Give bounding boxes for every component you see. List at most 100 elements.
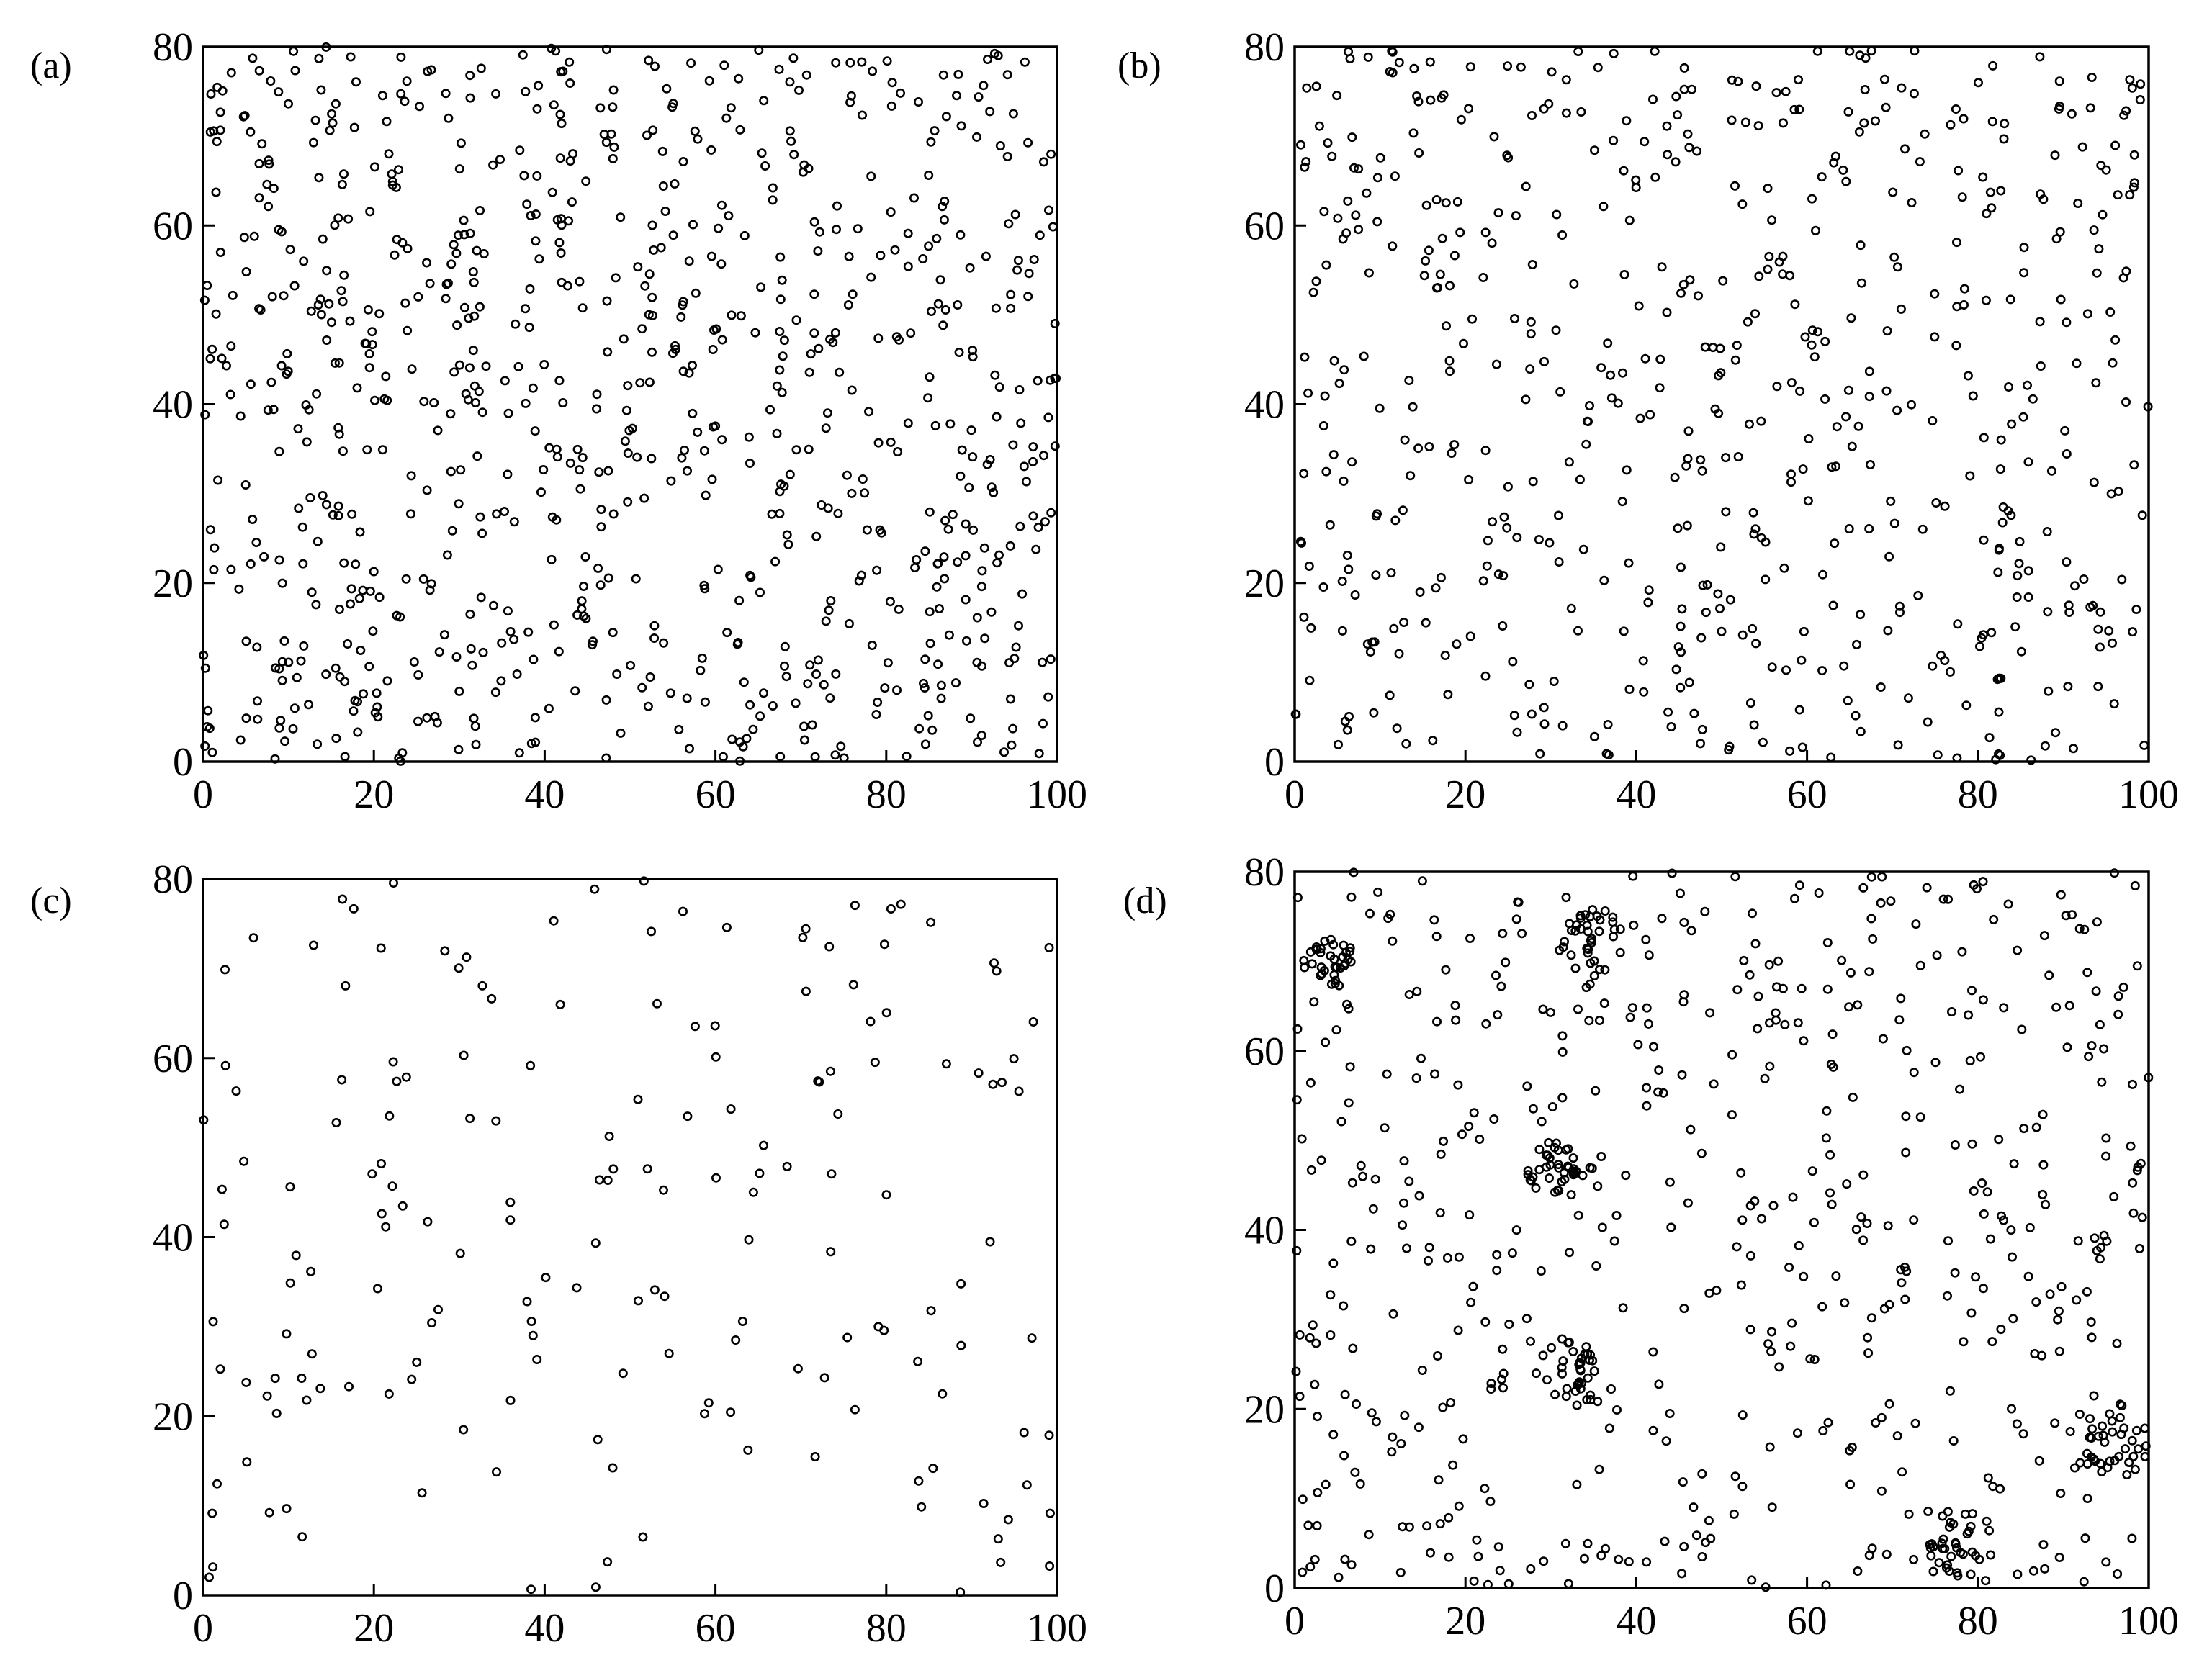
scatter-point xyxy=(1839,661,1849,671)
scatter-point xyxy=(446,259,457,269)
scatter-point xyxy=(1394,649,1404,659)
scatter-point xyxy=(305,492,315,502)
scatter-point xyxy=(2062,1042,2072,1052)
scatter-point xyxy=(866,171,876,181)
scatter-point xyxy=(887,78,897,88)
scatter-point xyxy=(1704,1515,1714,1525)
scatter-point xyxy=(935,603,945,613)
scatter-point xyxy=(1717,626,1727,636)
scatter-point xyxy=(2085,1414,2095,1424)
scatter-point xyxy=(388,878,398,888)
scatter-point xyxy=(2101,1133,2111,1143)
scatter-point xyxy=(1913,590,1923,600)
scatter-point xyxy=(1409,63,1419,73)
scatter-point xyxy=(369,162,379,172)
scatter-point xyxy=(1999,1003,2009,1013)
scatter-point xyxy=(1645,410,1655,420)
scatter-point xyxy=(1959,299,1969,310)
scatter-point xyxy=(202,280,212,290)
scatter-point xyxy=(1442,1253,1452,1263)
scatter-point xyxy=(759,1140,769,1150)
scatter-point xyxy=(2069,744,2079,754)
scatter-point xyxy=(2136,79,2146,89)
scatter-point xyxy=(2121,1444,2131,1454)
scatter-point xyxy=(1433,282,1443,292)
scatter-point xyxy=(554,646,564,657)
scatter-point xyxy=(1642,1003,1652,1013)
scatter-point xyxy=(264,202,274,212)
scatter-point xyxy=(759,96,769,106)
scatter-point xyxy=(646,926,656,937)
scatter-point xyxy=(2127,83,2137,93)
scatter-point xyxy=(743,1445,753,1455)
scatter-point xyxy=(633,1094,643,1104)
scatter-point xyxy=(312,389,322,399)
scatter-point xyxy=(1922,883,1932,893)
scatter-point xyxy=(1291,1366,1301,1376)
scatter-point xyxy=(1589,971,1599,981)
scatter-point xyxy=(1425,57,1435,67)
scatter-point xyxy=(1778,983,1788,993)
scatter-point xyxy=(2113,486,2123,496)
scatter-point xyxy=(241,1377,251,1387)
scatter-point xyxy=(385,1111,395,1121)
scatter-point xyxy=(780,661,790,671)
scatter-point xyxy=(1876,1486,1887,1496)
scatter-point xyxy=(1349,867,1359,878)
scatter-point xyxy=(976,582,986,592)
scatter-point xyxy=(1677,604,1687,614)
scatter-point xyxy=(328,510,338,520)
scatter-point xyxy=(1401,739,1411,749)
scatter-point xyxy=(941,112,951,122)
scatter-point xyxy=(1575,1366,1586,1376)
scatter-point xyxy=(1708,343,1718,353)
scatter-point xyxy=(1022,1480,1032,1490)
scatter-point xyxy=(1732,341,1742,351)
scatter-point xyxy=(2014,559,2024,569)
scatter-point xyxy=(1644,585,1654,595)
scatter-point xyxy=(1793,1018,1803,1028)
scatter-point xyxy=(1457,1129,1467,1140)
scatter-point xyxy=(1978,1284,1988,1294)
scatter-point xyxy=(515,145,525,155)
scatter-point xyxy=(207,344,217,354)
scatter-point xyxy=(338,297,348,307)
scatter-point xyxy=(1023,292,1033,302)
scatter-point xyxy=(1430,1069,1440,1079)
scatter-point xyxy=(539,359,549,369)
scatter-point xyxy=(731,1335,741,1345)
scatter-point xyxy=(1328,450,1339,460)
scatter-point xyxy=(938,1389,948,1399)
scatter-point xyxy=(331,1118,341,1128)
scatter-point xyxy=(1860,85,1870,95)
scatter-point xyxy=(2128,1208,2139,1218)
scatter-point xyxy=(1371,570,1381,580)
scatter-point xyxy=(1809,352,1820,362)
scatter-point xyxy=(1008,109,1018,119)
scatter-point xyxy=(1452,639,1462,649)
scatter-point xyxy=(217,86,228,96)
scatter-point xyxy=(805,660,815,670)
scatter-point xyxy=(334,604,344,614)
scatter-point xyxy=(848,980,858,990)
scatter-point xyxy=(1934,1558,1944,1568)
scatter-point xyxy=(658,1185,668,1195)
scatter-point xyxy=(1863,1332,1873,1343)
scatter-point xyxy=(299,256,309,266)
scatter-point xyxy=(793,1363,803,1374)
scatter-point xyxy=(1511,211,1521,221)
scatter-point xyxy=(925,639,935,649)
scatter-point xyxy=(536,487,546,497)
scatter-point xyxy=(1023,137,1033,148)
scatter-point xyxy=(1754,271,1764,281)
scatter-point xyxy=(1583,948,1593,958)
scatter-point xyxy=(2117,574,2127,585)
scatter-point xyxy=(200,410,210,420)
scatter-point xyxy=(2054,1346,2064,1356)
scatter-point xyxy=(873,438,884,448)
scatter-point xyxy=(315,294,325,305)
scatter-point xyxy=(1705,1008,1715,1018)
scatter-point xyxy=(374,592,385,603)
scatter-point xyxy=(1685,275,1695,285)
scatter-point xyxy=(475,512,485,522)
